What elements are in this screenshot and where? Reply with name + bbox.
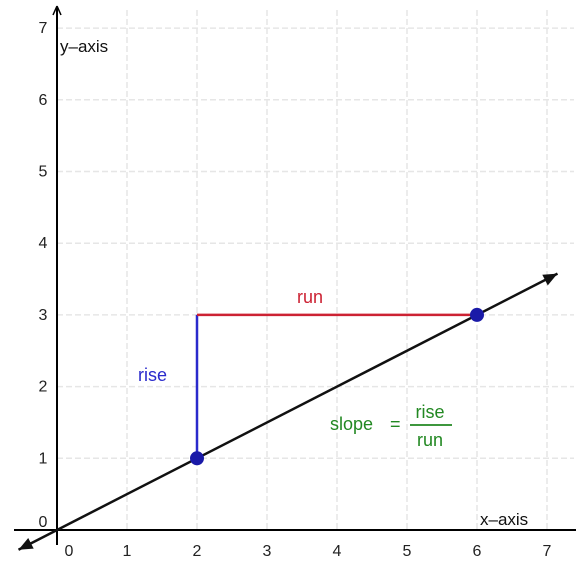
y-tick-label: 3 <box>39 307 48 324</box>
grid <box>57 10 574 530</box>
y-tick-label: 5 <box>39 164 48 181</box>
formula-slope-label: slope <box>330 414 373 434</box>
y-tick-label: 6 <box>39 92 48 109</box>
formula-denominator: run <box>417 430 443 450</box>
formula-numerator: rise <box>415 402 444 422</box>
y-tick-label: 7 <box>39 20 48 37</box>
tick-labels: 0 1 2 3 4 5 6 7 0 1 2 3 4 5 6 7 <box>39 20 552 560</box>
x-tick-label: 7 <box>543 543 552 560</box>
y-tick-label: 1 <box>39 450 48 467</box>
y-tick-label: 0 <box>39 514 48 531</box>
line-arrow-end <box>542 273 558 286</box>
axes <box>14 5 576 545</box>
run-label: run <box>297 287 323 307</box>
x-tick-label: 1 <box>123 543 132 560</box>
y-axis-arrow <box>52 5 62 16</box>
y-axis-label: y–axis <box>60 37 108 56</box>
x-axis-label: x–axis <box>480 510 528 529</box>
y-tick-label: 4 <box>39 235 48 252</box>
data-point <box>190 451 204 466</box>
x-tick-label: 2 <box>193 543 202 560</box>
line-arrow-start <box>18 537 34 550</box>
x-tick-label: 6 <box>473 543 482 560</box>
formula-equals: = <box>390 414 401 434</box>
slope-line <box>17 272 559 551</box>
data-point <box>470 307 484 322</box>
x-tick-label: 5 <box>403 543 412 560</box>
y-tick-label: 2 <box>39 379 48 396</box>
annotations: y–axis x–axis rise run slope = rise run <box>60 37 528 529</box>
x-tick-label: 0 <box>65 543 74 560</box>
rise-label: rise <box>138 365 167 385</box>
x-tick-label: 4 <box>333 543 342 560</box>
marks <box>17 272 559 551</box>
x-tick-label: 3 <box>263 543 272 560</box>
